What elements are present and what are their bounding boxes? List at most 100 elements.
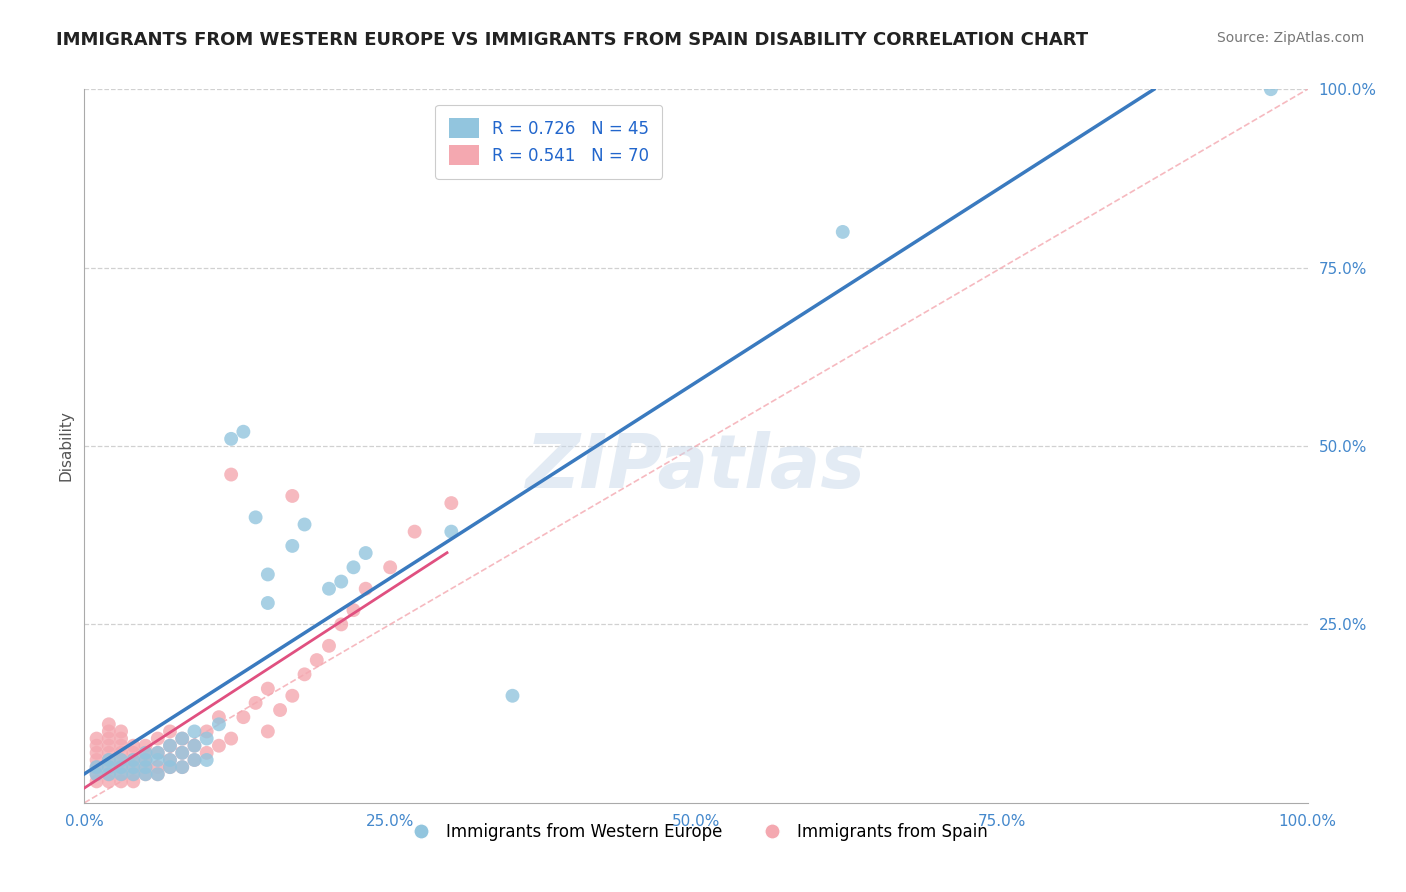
Point	[86, 760, 108, 774]
Point	[159, 724, 181, 739]
Point	[86, 767, 108, 781]
Point	[135, 753, 157, 767]
Point	[195, 753, 218, 767]
Point	[97, 746, 120, 760]
Point	[269, 703, 291, 717]
Point	[122, 767, 145, 781]
Point	[294, 517, 316, 532]
Point	[97, 739, 120, 753]
Point	[195, 724, 218, 739]
Point	[97, 774, 120, 789]
Point	[232, 425, 254, 439]
Point	[172, 746, 194, 760]
Point	[342, 560, 364, 574]
Text: ZIPatlas: ZIPatlas	[526, 431, 866, 504]
Point	[135, 767, 157, 781]
Point	[122, 774, 145, 789]
Point	[122, 753, 145, 767]
Point	[146, 753, 169, 767]
Point	[245, 510, 267, 524]
Point	[183, 753, 205, 767]
Point	[110, 739, 132, 753]
Point	[86, 760, 108, 774]
Point	[122, 746, 145, 760]
Point	[342, 603, 364, 617]
Text: Source: ZipAtlas.com: Source: ZipAtlas.com	[1216, 31, 1364, 45]
Point	[330, 617, 353, 632]
Point	[86, 753, 108, 767]
Point	[97, 760, 120, 774]
Point	[404, 524, 426, 539]
Point	[232, 710, 254, 724]
Point	[257, 724, 280, 739]
Point	[97, 753, 120, 767]
Point	[146, 767, 169, 781]
Point	[183, 753, 205, 767]
Point	[294, 667, 316, 681]
Point	[208, 739, 231, 753]
Point	[110, 760, 132, 774]
Point	[245, 696, 267, 710]
Point	[86, 731, 108, 746]
Point	[183, 739, 205, 753]
Point	[97, 731, 120, 746]
Point	[110, 774, 132, 789]
Point	[122, 760, 145, 774]
Point	[440, 524, 463, 539]
Point	[146, 760, 169, 774]
Point	[172, 760, 194, 774]
Point	[97, 760, 120, 774]
Point	[146, 731, 169, 746]
Point	[97, 753, 120, 767]
Point	[122, 760, 145, 774]
Point	[110, 767, 132, 781]
Y-axis label: Disability: Disability	[58, 410, 73, 482]
Point	[97, 767, 120, 781]
Point	[208, 710, 231, 724]
Point	[318, 582, 340, 596]
Point	[1260, 82, 1282, 96]
Point	[159, 739, 181, 753]
Point	[159, 753, 181, 767]
Point	[257, 567, 280, 582]
Point	[110, 746, 132, 760]
Point	[281, 489, 304, 503]
Point	[318, 639, 340, 653]
Legend: Immigrants from Western Europe, Immigrants from Spain: Immigrants from Western Europe, Immigran…	[398, 817, 994, 848]
Point	[86, 739, 108, 753]
Point	[305, 653, 328, 667]
Point	[86, 767, 108, 781]
Point	[110, 731, 132, 746]
Point	[110, 753, 132, 767]
Point	[208, 717, 231, 731]
Point	[831, 225, 853, 239]
Point	[281, 689, 304, 703]
Point	[159, 760, 181, 774]
Point	[122, 767, 145, 781]
Point	[146, 746, 169, 760]
Point	[135, 739, 157, 753]
Point	[172, 746, 194, 760]
Point	[146, 767, 169, 781]
Point	[135, 767, 157, 781]
Point	[219, 432, 242, 446]
Point	[440, 496, 463, 510]
Point	[195, 731, 218, 746]
Point	[159, 739, 181, 753]
Point	[172, 731, 194, 746]
Point	[97, 724, 120, 739]
Point	[354, 546, 377, 560]
Point	[135, 760, 157, 774]
Point	[159, 760, 181, 774]
Point	[135, 746, 157, 760]
Point	[257, 681, 280, 696]
Point	[110, 760, 132, 774]
Point	[86, 774, 108, 789]
Point	[97, 767, 120, 781]
Point	[195, 746, 218, 760]
Point	[135, 746, 157, 760]
Point	[281, 539, 304, 553]
Point	[86, 746, 108, 760]
Point	[330, 574, 353, 589]
Point	[354, 582, 377, 596]
